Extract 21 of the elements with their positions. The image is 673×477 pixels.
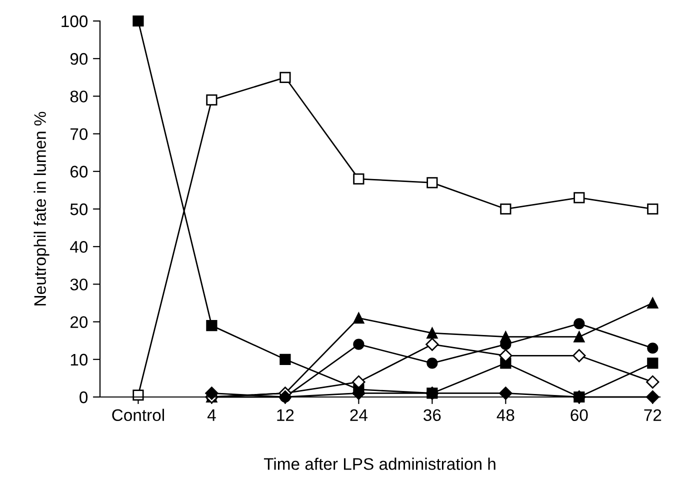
y-tick-label: 80: [70, 90, 88, 102]
y-tick-label: 100: [62, 15, 88, 28]
y-tick-label: 70: [70, 128, 88, 140]
x-tick-label: 48: [496, 409, 514, 422]
x-tick-label: 12: [277, 409, 294, 421]
x-tick-label: 24: [350, 409, 368, 421]
x-tick-label: 60: [570, 409, 588, 422]
y-tick-label: 20: [70, 316, 88, 328]
y-tick-label: 60: [70, 166, 88, 178]
x-tick-label: 36: [424, 409, 441, 422]
x-tick-label: 72: [644, 409, 662, 421]
y-axis-title: Neutrophil fate in lumen %: [34, 112, 50, 306]
y-tick-label: 40: [70, 241, 88, 253]
x-tick-label: Control: [112, 408, 164, 422]
y-tick-label: 10: [70, 354, 88, 366]
y-tick-label: 50: [70, 203, 88, 216]
y-tick-label: 0: [80, 391, 88, 404]
y-tick-label: 90: [70, 53, 88, 65]
y-tick-label: 30: [70, 278, 88, 290]
x-tick-label: 4: [207, 409, 216, 421]
x-axis-title: Time after LPS administration h: [264, 458, 496, 470]
